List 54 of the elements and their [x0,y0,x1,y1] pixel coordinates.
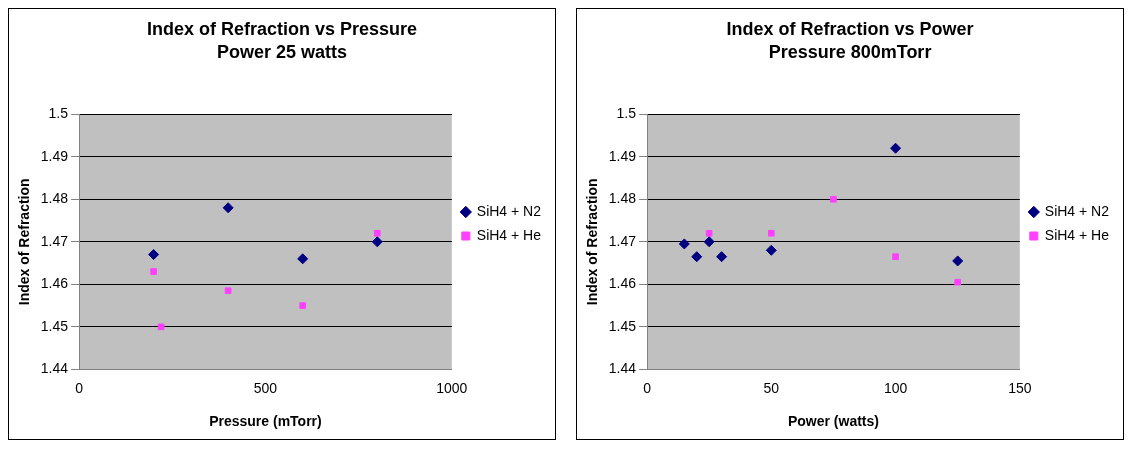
y-tick-label: 1.44 [608,360,637,377]
x-tick-label: 500 [253,379,278,396]
point [890,142,902,154]
point [371,236,383,248]
y-axis-title: Index of Refraction [584,178,601,306]
point [703,236,715,248]
x-tick-label: 0 [75,379,84,396]
x-tick-label: 0 [643,379,652,396]
point [150,268,157,275]
y-tick-label: 1.47 [608,232,637,249]
chart-subtitle: Pressure 800mTorr [768,42,932,63]
chart-title: Index of Refraction vs Power [726,18,974,39]
point [765,244,777,256]
legend-label: SiH4 + He [1044,226,1110,243]
y-tick-label: 1.46 [608,275,637,292]
y-tick-label: 1.46 [40,275,69,292]
y-tick-label: 1.45 [40,317,69,334]
y-tick-label: 1.44 [40,360,69,377]
x-tick-label: 1000 [436,379,468,396]
y-tick-label: 1.45 [608,317,637,334]
y-tick-label: 1.47 [40,232,69,249]
point [705,229,713,237]
point [373,229,381,237]
point [148,249,160,261]
legend-label: SiH4 + He [476,226,542,243]
point [954,278,962,286]
x-tick-label: 150 [1008,379,1032,396]
point [224,287,232,295]
point [299,302,307,309]
y-tick-label: 1.49 [608,147,637,164]
point [830,195,837,203]
point [157,323,165,331]
chart-subtitle: Power 25 watts [216,42,348,63]
x-axis-title: Power (watts) [787,413,879,430]
y-tick-label: 1.49 [40,147,69,164]
point [222,202,234,214]
y-tick-label: 1.5 [616,105,637,122]
chart-title: Index of Refraction vs Pressure [146,18,418,39]
y-tick-label: 1.48 [40,190,69,207]
y-tick-label: 1.48 [608,190,637,207]
x-tick-label: 50 [763,379,780,396]
y-axis-title: Index of Refraction [16,178,33,306]
legend-label: SiH4 + N2 [476,202,542,219]
y-tick-label: 1.5 [48,105,69,122]
point [691,251,703,263]
point [716,251,728,263]
point [678,238,690,250]
legend-label: SiH4 + N2 [1044,202,1110,219]
point [297,253,309,265]
point [952,255,964,267]
x-axis-title: Pressure (mTorr) [209,413,322,430]
point [767,229,775,237]
point [892,253,899,261]
x-tick-label: 100 [883,379,908,396]
